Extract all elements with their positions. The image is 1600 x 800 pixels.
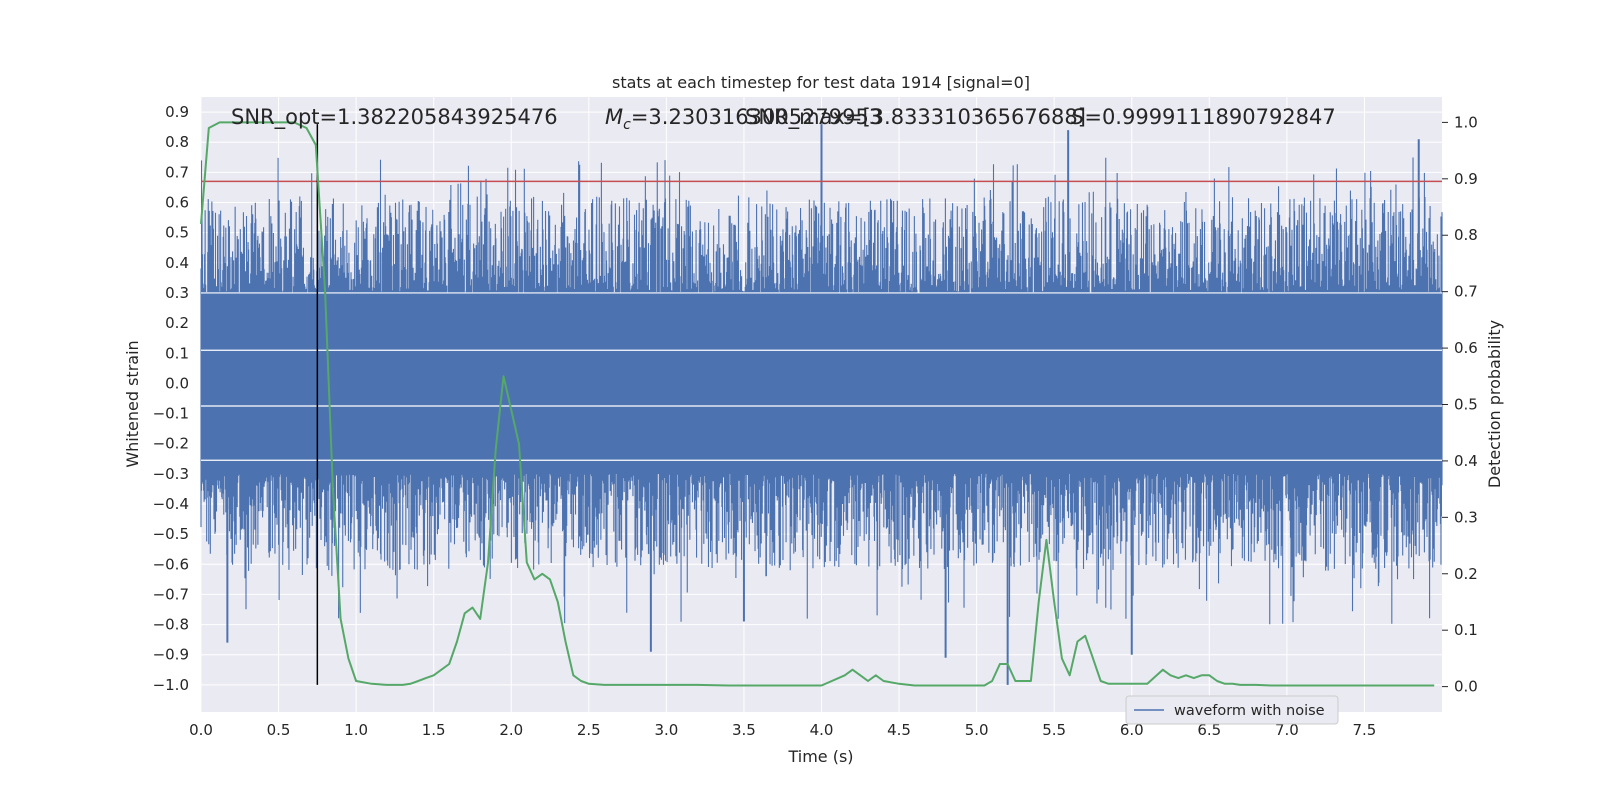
y-tick-label: −0.6 [153, 555, 189, 573]
y-tick-label: 0.9 [165, 103, 189, 121]
detection-probability-line [200, 121, 1435, 687]
x-tick-label: 7.0 [1275, 721, 1299, 739]
y2-tick-label: 0.8 [1454, 226, 1478, 244]
y-tick-label: 0.1 [165, 344, 189, 362]
y-tick-label: 0.5 [165, 224, 189, 242]
x-tick-label: 4.0 [810, 721, 834, 739]
annotation-chirp-mass: Mc=3.2303163005279953 [605, 105, 882, 133]
legend-box [1125, 695, 1339, 725]
x-tick-label: 1.5 [422, 721, 446, 739]
y-tick-label: −0.1 [153, 405, 189, 423]
x-tick-label: 3.0 [654, 721, 678, 739]
y-tick-label: −0.2 [153, 435, 189, 453]
y2-tick-label: 0.7 [1454, 283, 1478, 301]
x-tick-label: 5.0 [965, 721, 989, 739]
annotation-s-value: S=0.9999111890792847 [1071, 105, 1336, 129]
detection-probability-series [200, 121, 1435, 687]
annotation-snr-max: SNR_max=[3.83331036567688] [745, 105, 1086, 130]
x-tick-label: 0.5 [267, 721, 291, 739]
x-tick-label: 5.5 [1042, 721, 1066, 739]
y2-tick-label: 0.1 [1454, 621, 1478, 639]
legend-label-waveform: waveform with noise [1174, 703, 1325, 719]
y-tick-label: 0.0 [165, 374, 189, 392]
annotation-snr-opt: SNR_opt=1.382205843925476 [231, 105, 558, 130]
y-tick-label: 0.2 [165, 314, 189, 332]
y-tick-labels: 0.9 0.8 0.7 0.6 0.5 0.4 0.3 0.2 0.1 0.0 −0.1 −0.2 −0… [153, 103, 189, 694]
annotation-s-number: =0.9999111890792847 [1084, 105, 1335, 129]
y-tick-label: 0.3 [165, 284, 189, 302]
y2-tick-label: 0.4 [1454, 452, 1478, 470]
overlay-lines [201, 124, 1442, 685]
annotation-s-symbol: S [1071, 105, 1084, 129]
waveform-noise-core [201, 292, 1442, 474]
x-tick-label: 0.0 [189, 721, 213, 739]
y2-axis-label: Detection probability [1485, 320, 1504, 488]
x-tick-label: 6.0 [1120, 721, 1144, 739]
x-tick-label: 6.5 [1197, 721, 1221, 739]
x-tick-label: 1.0 [344, 721, 368, 739]
y2-tick-labels: 1.0 0.9 0.8 0.7 0.6 0.5 0.4 0.3 0.2 0.1 0.0 [1442, 113, 1478, 696]
x-tick-label: 7.5 [1353, 721, 1377, 739]
chart-title: stats at each timestep for test data 191… [612, 73, 1030, 92]
y2-tick-label: 0.3 [1454, 508, 1478, 526]
y-tick-label: −0.9 [153, 646, 189, 664]
y-tick-label: −0.4 [153, 495, 189, 513]
y-tick-label: −0.8 [153, 616, 189, 634]
x-tick-label: 4.5 [887, 721, 911, 739]
x-axis-label: Time (s) [787, 747, 853, 766]
y-axis-label: Whitened strain [123, 340, 142, 467]
y2-tick-label: 0.9 [1454, 170, 1478, 188]
x-tick-labels: 0.0 0.5 1.0 1.5 2.0 2.5 3.0 3.5 4.0 4.5 5.0 5.5 6.0 6… [189, 721, 1376, 739]
annotation-chirp-mass-value: =3.2303163005279953 [631, 105, 882, 129]
y2-tick-label: 0.2 [1454, 565, 1478, 583]
y-tick-label: −0.3 [153, 465, 189, 483]
y-tick-label: −1.0 [153, 676, 189, 694]
annotation-chirp-mass-symbol: M [605, 105, 623, 129]
y-tick-label: 0.6 [165, 194, 189, 212]
x-tick-label: 2.0 [499, 721, 523, 739]
x-tick-label: 2.5 [577, 721, 601, 739]
waveform-series [200, 124, 1443, 685]
legend: waveform with noise [1125, 695, 1339, 725]
y-tick-label: 0.7 [165, 163, 189, 181]
y-tick-label: −0.7 [153, 585, 189, 603]
y2-tick-label: 0.0 [1454, 678, 1478, 696]
y2-tick-label: 0.5 [1454, 396, 1478, 414]
y2-tick-label: 0.6 [1454, 339, 1478, 357]
y-tick-label: −0.5 [153, 525, 189, 543]
x-tick-label: 3.5 [732, 721, 756, 739]
y-tick-label: 0.8 [165, 133, 189, 151]
annotation-chirp-mass-subscript: c [623, 117, 631, 133]
y2-tick-label: 1.0 [1454, 113, 1478, 131]
y-tick-label: 0.4 [165, 254, 189, 272]
